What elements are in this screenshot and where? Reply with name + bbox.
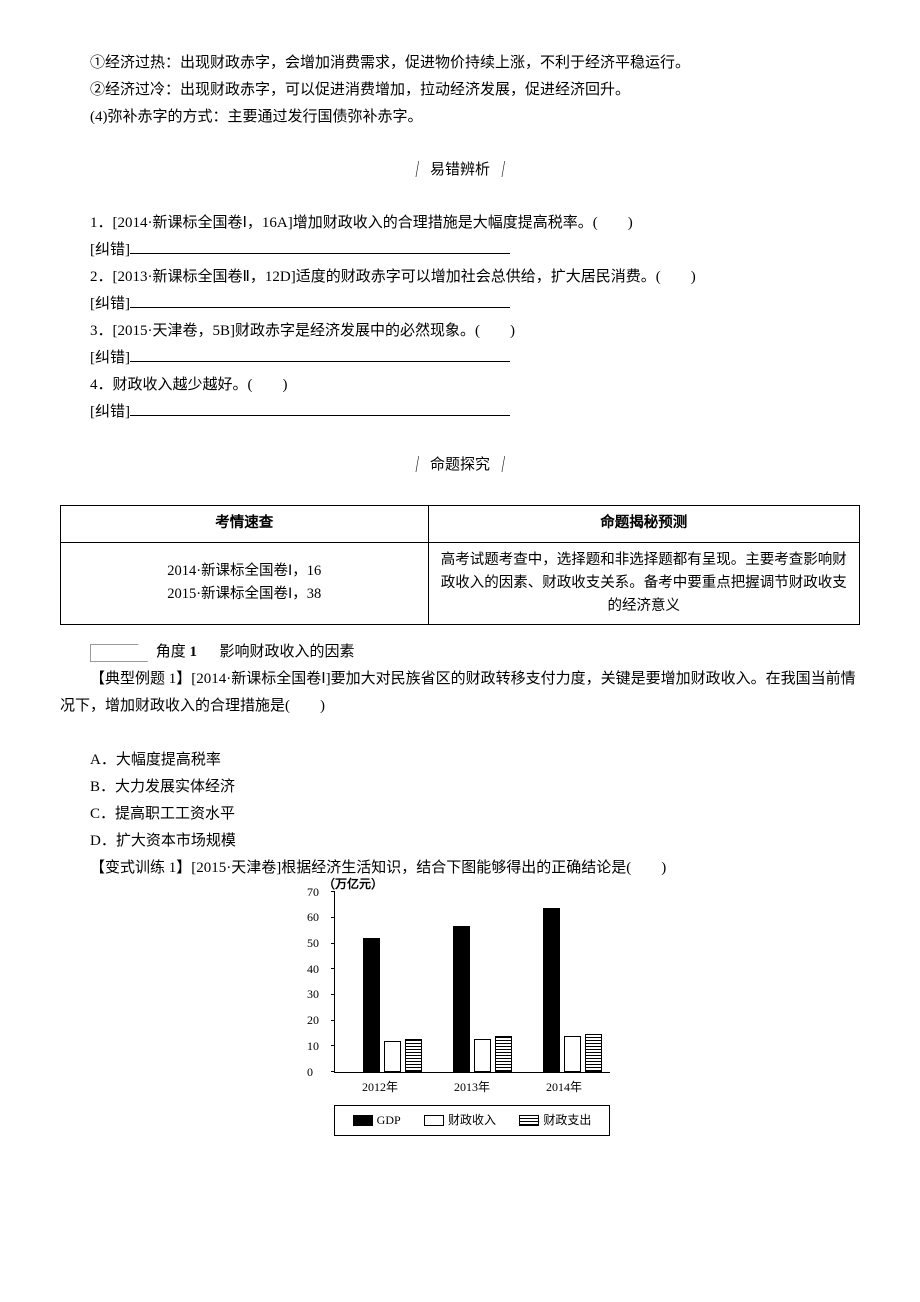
bar-solid — [543, 908, 560, 1073]
legend-item: GDP — [353, 1110, 401, 1132]
bar-hollow — [564, 1036, 581, 1072]
angle-number: 1 — [190, 644, 198, 660]
th-exam-check: 考情速查 — [61, 506, 429, 542]
text-overcool: ②经济过冷：出现财政赤字，可以促进消费增加，拉动经济发展，促进经济回升。 — [60, 77, 860, 104]
bar-chart: （万亿元） 010203040506070 2012年 2013年 2014年 GD… — [310, 892, 610, 1136]
legend-item: 财政收入 — [424, 1110, 496, 1132]
angle-title: 影响财政收入的因素 — [220, 644, 355, 660]
bar-hollow — [384, 1041, 401, 1072]
question-1: 1．[2014·新课标全国卷Ⅰ，16A]增加财政收入的合理措施是大幅度提高税率。… — [60, 210, 860, 237]
bar-striped — [495, 1036, 512, 1072]
question-4: 4．财政收入越少越好。( ) — [60, 372, 860, 399]
exam-table: 考情速查 命题揭秘预测 2014·新课标全国卷Ⅰ，16 2015·新课标全国卷Ⅰ… — [60, 505, 860, 625]
example-1-stem: 【典型例题 1】[2014·新课标全国卷Ⅰ]要加大对民族省区的财政转移支付力度，… — [60, 666, 860, 720]
bar-striped — [585, 1034, 602, 1073]
legend-swatch-striped — [519, 1115, 539, 1126]
bar-hollow — [474, 1039, 491, 1072]
legend-label: GDP — [377, 1113, 401, 1127]
table-row: 2014·新课标全国卷Ⅰ，16 2015·新课标全国卷Ⅰ，38 高考试题考查中，… — [61, 542, 860, 625]
y-tick-label: 0 — [307, 1061, 313, 1083]
option-d: D．扩大资本市场规模 — [60, 828, 860, 855]
correction-label: [纠错] — [90, 242, 130, 258]
slash-icon: / — [415, 149, 418, 192]
exam-item-2: 2015·新课标全国卷Ⅰ，38 — [71, 583, 418, 606]
legend-label: 财政收入 — [448, 1113, 496, 1127]
question-2: 2．[2013·新课标全国卷Ⅱ，12D]适度的财政赤字可以增加社会总供给，扩大居… — [60, 264, 860, 291]
legend-swatch-hollow — [424, 1115, 444, 1126]
chart-legend: GDP 财政收入 财政支出 — [334, 1105, 610, 1137]
correction-1: [纠错] — [60, 237, 860, 264]
x-axis-labels: 2012年 2013年 2014年 — [334, 1077, 610, 1099]
td-exam-list: 2014·新课标全国卷Ⅰ，16 2015·新课标全国卷Ⅰ，38 — [61, 542, 429, 625]
correction-label: [纠错] — [90, 404, 130, 420]
td-prediction: 高考试题考查中，选择题和非选择题都有呈现。主要考查影响财政收入的因素、财政收支关… — [428, 542, 859, 625]
correction-4: [纠错] — [60, 399, 860, 426]
legend-swatch-solid — [353, 1115, 373, 1126]
chart-plot-area: （万亿元） 010203040506070 — [334, 892, 610, 1073]
section-divider-errors: / 易错辨析 / — [60, 149, 860, 192]
correction-label: [纠错] — [90, 350, 130, 366]
slash-icon: / — [501, 444, 504, 487]
y-axis-unit: （万亿元） — [323, 874, 383, 896]
bar-group — [453, 926, 516, 1073]
x-tick-label: 2012年 — [362, 1077, 398, 1099]
y-tick-label: 40 — [307, 958, 319, 980]
section-title-errors: 易错辨析 — [430, 162, 490, 178]
blank-line — [130, 346, 510, 362]
legend-label: 财政支出 — [543, 1113, 591, 1127]
blank-line — [130, 400, 510, 416]
y-tick-label: 70 — [307, 881, 319, 903]
bar-solid — [363, 938, 380, 1072]
x-tick-label: 2013年 — [454, 1077, 490, 1099]
blank-line — [130, 292, 510, 308]
th-prediction: 命题揭秘预测 — [428, 506, 859, 542]
blank-line — [130, 238, 510, 254]
slash-icon: / — [415, 444, 418, 487]
option-b: B．大力发展实体经济 — [60, 774, 860, 801]
y-tick-label: 20 — [307, 1010, 319, 1032]
angle-heading: 角度 1 影响财政收入的因素 — [60, 639, 860, 666]
table-header-row: 考情速查 命题揭秘预测 — [61, 506, 860, 542]
y-tick-label: 30 — [307, 984, 319, 1006]
text-deficit-method: (4)弥补赤字的方式：主要通过发行国债弥补赤字。 — [60, 104, 860, 131]
angle-box-icon — [90, 644, 148, 662]
correction-2: [纠错] — [60, 291, 860, 318]
question-3: 3．[2015·天津卷，5B]财政赤字是经济发展中的必然现象。( ) — [60, 318, 860, 345]
section-divider-explore: / 命题探究 / — [60, 444, 860, 487]
y-tick-label: 50 — [307, 933, 319, 955]
y-tick-label: 60 — [307, 907, 319, 929]
slash-icon: / — [501, 149, 504, 192]
legend-item: 财政支出 — [519, 1110, 591, 1132]
variant-1-stem: 【变式训练 1】[2015·天津卷]根据经济生活知识，结合下图能够得出的正确结论… — [60, 855, 860, 882]
option-c: C．提高职工工资水平 — [60, 801, 860, 828]
y-tick-label: 10 — [307, 1036, 319, 1058]
correction-3: [纠错] — [60, 345, 860, 372]
angle-label: 角度 — [156, 644, 186, 660]
bar-solid — [453, 926, 470, 1073]
bar-group — [543, 908, 606, 1073]
section-title-explore: 命题探究 — [430, 457, 490, 473]
x-tick-label: 2014年 — [546, 1077, 582, 1099]
bar-striped — [405, 1039, 422, 1072]
bar-group — [363, 938, 426, 1072]
correction-label: [纠错] — [90, 296, 130, 312]
option-a: A．大幅度提高税率 — [60, 747, 860, 774]
exam-item-1: 2014·新课标全国卷Ⅰ，16 — [71, 560, 418, 583]
text-overheat: ①经济过热：出现财政赤字，会增加消费需求，促进物价持续上涨，不利于经济平稳运行。 — [60, 50, 860, 77]
